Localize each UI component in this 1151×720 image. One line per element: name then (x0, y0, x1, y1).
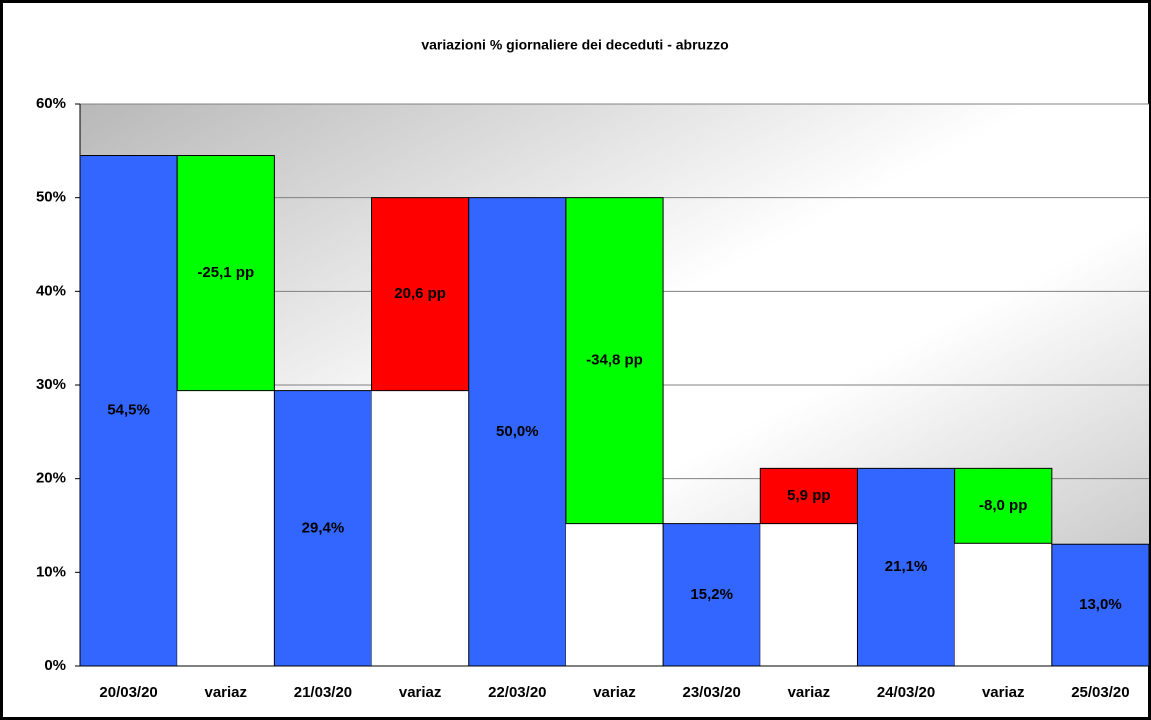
value-label: 54,5% (107, 402, 150, 419)
x-tick-label: 25/03/20 (1071, 684, 1129, 701)
bar (273, 390, 373, 667)
value-label: 5,9 pp (787, 487, 830, 504)
x-tick-label: 21/03/20 (294, 684, 352, 701)
value-label: -34,8 pp (586, 352, 643, 369)
bar (662, 523, 761, 667)
x-tick-label: variaz (399, 684, 442, 701)
x-tick-label: variaz (593, 684, 636, 701)
value-label: 29,4% (302, 519, 345, 536)
y-tick-label: 20% (36, 470, 66, 487)
y-tick-label: 40% (36, 282, 66, 299)
bar (954, 467, 1053, 544)
x-tick-label: 20/03/20 (99, 684, 157, 701)
y-tick-label: 10% (36, 563, 66, 580)
waterfall-base (954, 543, 1052, 666)
y-tick-label: 50% (36, 189, 66, 206)
waterfall-base (760, 523, 858, 666)
bar (468, 197, 567, 667)
value-label: -25,1 pp (197, 264, 254, 281)
value-label: 21,1% (885, 558, 928, 575)
y-tick-label: 0% (44, 657, 66, 674)
y-tick-label: 60% (36, 95, 66, 112)
bar (176, 155, 275, 392)
x-tick-label: 22/03/20 (488, 684, 546, 701)
waterfall-base (565, 523, 664, 666)
value-label: 20,6 pp (394, 285, 446, 302)
x-tick-label: variaz (982, 684, 1025, 701)
value-label: -8,0 pp (979, 497, 1027, 514)
value-label: 50,0% (496, 423, 539, 440)
value-label: 15,2% (690, 586, 733, 603)
waterfall-base (371, 390, 469, 666)
x-tick-label: variaz (788, 684, 831, 701)
chart-title: variazioni % giornaliere dei deceduti - … (421, 37, 728, 53)
value-label: 13,0% (1079, 596, 1122, 613)
x-tick-label: 24/03/20 (877, 684, 935, 701)
x-tick-label: 23/03/20 (682, 684, 740, 701)
waterfall-base (177, 390, 275, 666)
bar (1051, 543, 1150, 667)
bar (759, 467, 858, 525)
bar (565, 197, 664, 525)
y-tick-label: 30% (36, 376, 66, 393)
x-tick-label: variaz (204, 684, 247, 701)
